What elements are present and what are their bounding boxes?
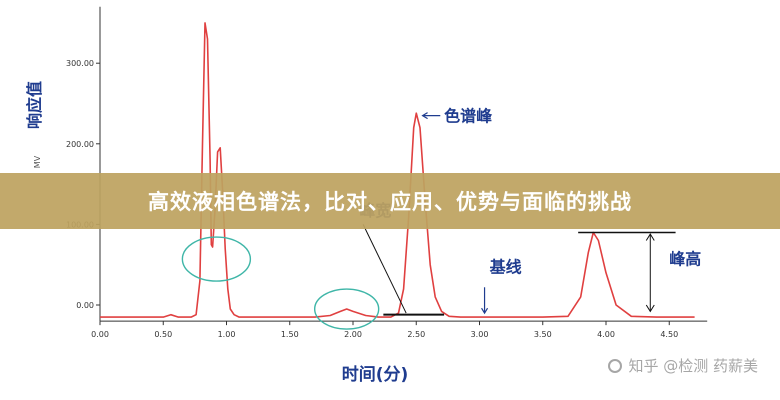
x-tick-label: 4.50 <box>660 330 678 339</box>
x-tick-label: 0.50 <box>154 330 172 339</box>
peak-width-pointer <box>362 224 407 314</box>
arrow-head-down <box>481 307 489 315</box>
x-tick-label: 2.50 <box>407 330 425 339</box>
chart-marks <box>100 22 695 330</box>
annotation-label: 峰高 <box>669 249 701 268</box>
chromatogram-line <box>100 22 695 318</box>
x-axis-label: 时间(分) <box>342 364 409 385</box>
x-tick-label: 2.00 <box>344 330 362 339</box>
x-tick-label: 1.50 <box>281 330 299 339</box>
title-banner: 高效液相色谱法，比对、应用、优势与面临的挑战 <box>0 173 780 229</box>
x-tick-label: 3.00 <box>471 330 489 339</box>
y-tick-label: 200.00 <box>66 140 94 149</box>
y-axis-unit: MV <box>33 155 42 168</box>
arrow-head-down <box>645 304 655 313</box>
annotation-label: 色谱峰 <box>444 107 493 126</box>
watermark: 知乎 @检测 药薪美 <box>608 355 758 376</box>
x-tick-label: 1.00 <box>218 330 236 339</box>
arrow-head-up <box>645 233 655 241</box>
arrow-head-left <box>421 112 428 120</box>
search-icon <box>608 358 623 373</box>
banner-title: 高效液相色谱法，比对、应用、优势与面临的挑战 <box>148 190 632 214</box>
annotation-label: 基线 <box>489 257 522 276</box>
x-tick-label: 4.00 <box>597 330 615 339</box>
y-tick-label: 0.00 <box>76 301 94 310</box>
x-tick-label: 0.00 <box>91 330 109 339</box>
y-axis-label: 响应值 <box>25 81 44 129</box>
watermark-text: 知乎 @检测 药薪美 <box>628 357 758 375</box>
x-tick-label: 3.50 <box>534 330 552 339</box>
y-tick-label: 300.00 <box>66 59 94 68</box>
highlight-ellipse <box>181 236 252 282</box>
highlight-ellipse <box>313 288 380 330</box>
